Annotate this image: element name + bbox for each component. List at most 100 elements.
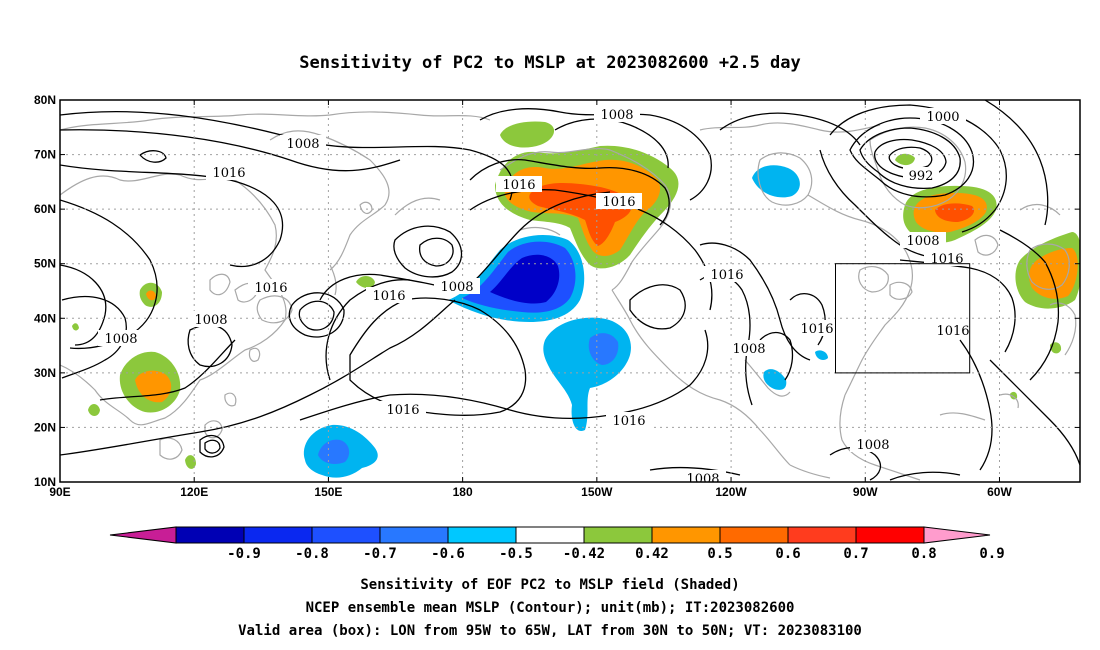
- colorbar-swatch: [651, 526, 721, 544]
- lon-tick-label: 60W: [987, 485, 1012, 499]
- shade-neg-strong-pacific: [490, 254, 560, 304]
- lat-tick-label: 60N: [34, 202, 56, 216]
- shade-pos-light-misc1: [356, 276, 375, 288]
- map-title: Sensitivity of PC2 to MSLP at 2023082600…: [299, 53, 801, 73]
- map-gridlines: [60, 100, 1080, 482]
- contour-label-1016-b: 1016: [248, 279, 294, 296]
- svg-text:1008: 1008: [440, 280, 473, 295]
- contour-label-1016-a: 1016: [206, 164, 252, 181]
- svg-text:1008: 1008: [856, 438, 889, 453]
- lon-tick-label: 120E: [180, 485, 208, 499]
- lon-tick-label: 90E: [49, 485, 70, 499]
- shade-pos-light-greenland: [895, 153, 915, 166]
- shade-pos-light-arctic: [500, 121, 555, 148]
- svg-text:1016: 1016: [800, 322, 833, 337]
- contour-label-1008-e: 1008: [434, 278, 480, 295]
- colorbar-swatch: [175, 526, 245, 544]
- shade-neg-light-mexico: [815, 350, 828, 360]
- colorbar-label: -0.6: [431, 546, 465, 562]
- colorbar-label: -0.7: [363, 546, 397, 562]
- colorbar-swatch: [515, 526, 585, 544]
- lon-tick-label: 180: [453, 485, 473, 499]
- shade-pos-light-misc2: [88, 404, 100, 416]
- longitude-axis: 90E 120E 150E 180 150W 120W 90W 60W: [49, 100, 1012, 499]
- colorbar-arrow-right: [923, 526, 991, 544]
- svg-text:1016: 1016: [502, 178, 535, 193]
- contour-label-1016-d: 1016: [496, 176, 542, 193]
- colorbar-label: -0.8: [295, 546, 329, 562]
- colorbar-label: -0.42: [563, 546, 605, 562]
- contour-label-1000: 1000: [920, 108, 966, 125]
- contour-label-1008-g: 1008: [900, 232, 946, 249]
- svg-text:1016: 1016: [254, 281, 287, 296]
- colorbar-swatch: [719, 526, 789, 544]
- contour-label-1008-b: 1008: [594, 106, 640, 123]
- colorbar-swatch: [787, 526, 857, 544]
- shade-neg-light-gulf: [763, 369, 787, 390]
- colorbar: -0.9 -0.8 -0.7 -0.6 -0.5 -0.42 0.42 0.5 0.6 0.7 0.…: [109, 526, 1005, 562]
- colorbar-swatch: [583, 526, 653, 544]
- contour-label-1008-c: 1008: [98, 330, 144, 347]
- lat-tick-label: 70N: [34, 148, 56, 162]
- contour-label-1016-f: 1016: [704, 266, 750, 283]
- svg-text:1008: 1008: [732, 342, 765, 357]
- lat-tick-label: 40N: [34, 311, 56, 325]
- lat-tick-label: 80N: [34, 93, 56, 107]
- contour-label-1008-a: 1008: [280, 135, 326, 152]
- colorbar-swatch: [311, 526, 381, 544]
- caption-line-1: Sensitivity of EOF PC2 to MSLP field (Sh…: [360, 577, 739, 593]
- colorbar-label: 0.42: [635, 546, 669, 562]
- colorbar-swatch: [447, 526, 517, 544]
- svg-text:1016: 1016: [710, 268, 743, 283]
- svg-text:1016: 1016: [386, 403, 419, 418]
- svg-text:1008: 1008: [194, 313, 227, 328]
- colorbar-label: 0.7: [843, 546, 868, 562]
- contour-label-1008-i: 1008: [680, 470, 726, 482]
- lat-tick-label: 20N: [34, 420, 56, 434]
- contour-label-1016-e: 1016: [596, 193, 642, 210]
- mslp-contours: [60, 100, 1080, 481]
- latitude-axis: 80N 70N 60N 50N 40N 30N 20N 10N: [34, 93, 1080, 489]
- svg-text:1008: 1008: [104, 332, 137, 347]
- contour-label-1016-k: 1016: [606, 412, 652, 429]
- colorbar-label: 0.6: [775, 546, 800, 562]
- svg-text:1016: 1016: [936, 324, 969, 339]
- shade-pos-light-misc3: [185, 455, 196, 469]
- contour-label-1016-i: 1016: [930, 322, 976, 339]
- caption-line-2: NCEP ensemble mean MSLP (Contour); unit(…: [306, 600, 795, 616]
- svg-text:1008: 1008: [600, 108, 633, 123]
- svg-text:992: 992: [909, 169, 934, 184]
- map-frame: [59, 99, 1081, 483]
- lon-tick-label: 120W: [715, 485, 747, 499]
- colorbar-label: 0.9: [979, 546, 1004, 562]
- lon-tick-label: 150W: [581, 485, 613, 499]
- colorbar-swatch: [379, 526, 449, 544]
- svg-text:1008: 1008: [286, 137, 319, 152]
- shade-neg-light-hudson: [752, 165, 800, 198]
- contour-label-1016-j: 1016: [380, 401, 426, 418]
- sensitivity-shading: [72, 121, 1080, 478]
- shade-neg-mid-west: [318, 439, 350, 464]
- svg-text:1008: 1008: [906, 234, 939, 249]
- contour-label-1008-d: 1008: [188, 311, 234, 328]
- svg-text:1016: 1016: [372, 289, 405, 304]
- shade-pos-mid-atlantic: [1029, 248, 1078, 299]
- shade-pos-strong-labrador: [935, 203, 975, 222]
- svg-text:1000: 1000: [926, 110, 959, 125]
- contour-label-1016-g: 1016: [794, 320, 840, 337]
- valid-area-box: [835, 263, 971, 374]
- svg-text:1016: 1016: [602, 195, 635, 210]
- svg-text:1016: 1016: [930, 252, 963, 267]
- lon-tick-label: 150E: [314, 485, 342, 499]
- shade-pos-light-misc4: [72, 323, 79, 331]
- contour-label-1016-c: 1016: [366, 287, 412, 304]
- colorbar-label: -0.5: [499, 546, 533, 562]
- contour-label-1008-h: 1008: [850, 436, 896, 453]
- map-plot-area: 1008 1008 1008 1008 1008 1008 1008 1008 …: [60, 100, 1080, 482]
- shade-neg-mid-central: [588, 333, 619, 365]
- colorbar-arrow-left: [109, 526, 177, 544]
- contour-label-1016-h: 1016: [924, 250, 970, 267]
- lat-tick-label: 30N: [34, 366, 56, 380]
- caption-line-3: Valid area (box): LON from 95W to 65W, L…: [238, 623, 862, 639]
